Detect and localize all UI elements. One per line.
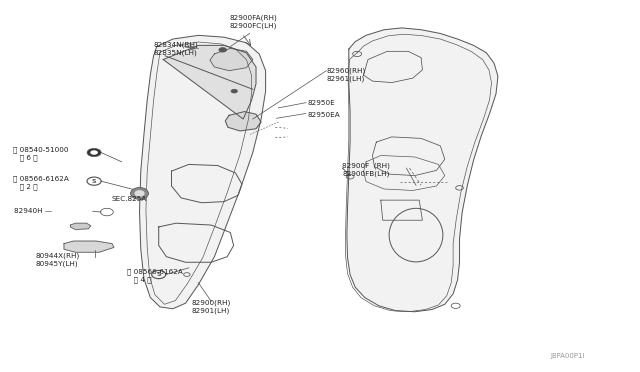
Text: S: S bbox=[92, 179, 97, 184]
Polygon shape bbox=[140, 35, 266, 309]
Polygon shape bbox=[225, 112, 261, 131]
Polygon shape bbox=[163, 45, 256, 119]
Polygon shape bbox=[70, 223, 91, 230]
Text: Ⓢ 08566-6162A
   〈 4 〉: Ⓢ 08566-6162A 〈 4 〉 bbox=[127, 269, 182, 283]
Polygon shape bbox=[64, 241, 114, 252]
Text: J8PA00P1I: J8PA00P1I bbox=[550, 353, 585, 359]
Polygon shape bbox=[210, 48, 253, 71]
Text: Ⓢ 08566-6162A
   〈 2 〉: Ⓢ 08566-6162A 〈 2 〉 bbox=[13, 175, 68, 190]
Ellipse shape bbox=[134, 190, 145, 197]
Polygon shape bbox=[347, 28, 498, 312]
Text: 82960(RH)
82961(LH): 82960(RH) 82961(LH) bbox=[326, 68, 365, 82]
Text: SEC.825A: SEC.825A bbox=[112, 196, 147, 202]
Text: 82940H —: 82940H — bbox=[14, 208, 52, 214]
Text: Ⓐ 08540-51000
   〈 6 〉: Ⓐ 08540-51000 〈 6 〉 bbox=[13, 146, 68, 161]
Ellipse shape bbox=[131, 187, 148, 199]
Circle shape bbox=[219, 48, 227, 52]
Text: S: S bbox=[156, 272, 161, 277]
Text: 82900(RH)
82901(LH): 82900(RH) 82901(LH) bbox=[192, 300, 231, 314]
Circle shape bbox=[90, 150, 98, 155]
Text: 82950E: 82950E bbox=[307, 100, 335, 106]
Text: 82950EA: 82950EA bbox=[307, 112, 340, 118]
Circle shape bbox=[231, 89, 237, 93]
Text: 82834N(RH)
82835N(LH): 82834N(RH) 82835N(LH) bbox=[154, 42, 198, 56]
Text: 82900FA(RH)
82900FC(LH): 82900FA(RH) 82900FC(LH) bbox=[229, 15, 277, 29]
Text: 80944X(RH)
80945Y(LH): 80944X(RH) 80945Y(LH) bbox=[35, 253, 79, 267]
Circle shape bbox=[87, 148, 101, 157]
Text: 82900F  (RH)
82900FB(LH): 82900F (RH) 82900FB(LH) bbox=[342, 162, 390, 176]
